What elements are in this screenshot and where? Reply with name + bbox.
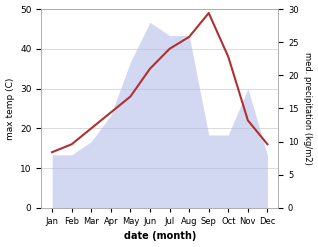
Y-axis label: med. precipitation (kg/m2): med. precipitation (kg/m2) [303, 52, 313, 165]
X-axis label: date (month): date (month) [124, 231, 196, 242]
Y-axis label: max temp (C): max temp (C) [5, 77, 15, 140]
